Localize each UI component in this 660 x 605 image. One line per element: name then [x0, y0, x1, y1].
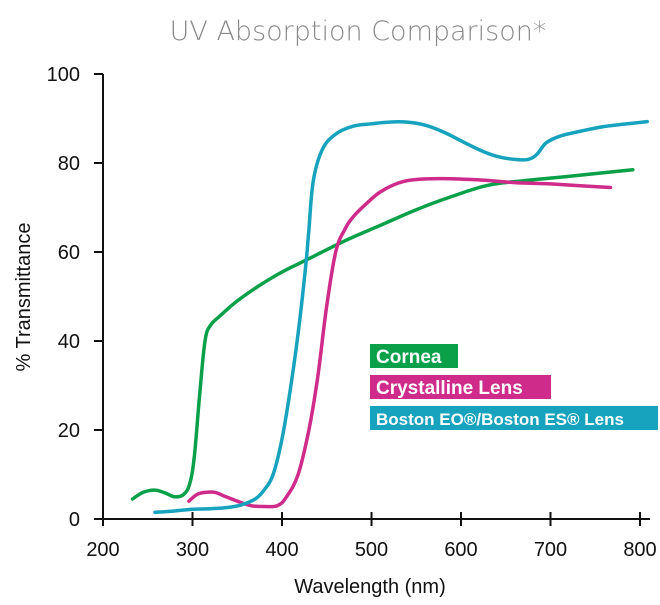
series-line-cornea — [130, 167, 635, 501]
y-tick-label: 40 — [58, 331, 80, 353]
legend: Cornea Crystalline Lens Boston EO®/Bosto… — [370, 344, 658, 430]
legend-swatch-cornea — [370, 344, 458, 368]
y-tick-label: 20 — [58, 420, 80, 442]
x-tick-label: 600 — [444, 539, 477, 561]
x-axis-ticks: 200 300 400 500 600 700 800 — [86, 512, 657, 561]
legend-label-cornea: Cornea — [376, 347, 442, 368]
y-axis-label: % Transmittance — [13, 223, 35, 372]
x-tick-label: 200 — [86, 539, 119, 561]
legend-swatch-boston-lens — [370, 406, 658, 430]
y-tick-label: 60 — [58, 242, 80, 264]
series-line-boston-lens — [153, 119, 649, 515]
x-tick-label: 500 — [355, 539, 388, 561]
legend-swatch-crystalline-lens — [370, 375, 551, 399]
y-tick-label: 0 — [69, 509, 80, 531]
y-axis-ticks: 0 20 40 60 80 100 — [47, 64, 103, 531]
x-tick-label: 400 — [265, 539, 298, 561]
x-tick-label: 700 — [534, 539, 567, 561]
x-axis-label: Wavelength (nm) — [294, 576, 446, 598]
x-tick-label: 300 — [176, 539, 209, 561]
y-tick-label: 100 — [47, 64, 80, 86]
y-tick-label: 80 — [58, 153, 80, 175]
legend-label-crystalline-lens: Crystalline Lens — [376, 378, 523, 399]
legend-label-boston-lens: Boston EO®/Boston ES® Lens — [376, 410, 624, 429]
x-tick-label: 800 — [623, 539, 656, 561]
chart-title: UV Absorption Comparison* — [170, 16, 547, 47]
series-line-crystalline-lens — [187, 176, 613, 509]
series-lines — [130, 119, 649, 515]
